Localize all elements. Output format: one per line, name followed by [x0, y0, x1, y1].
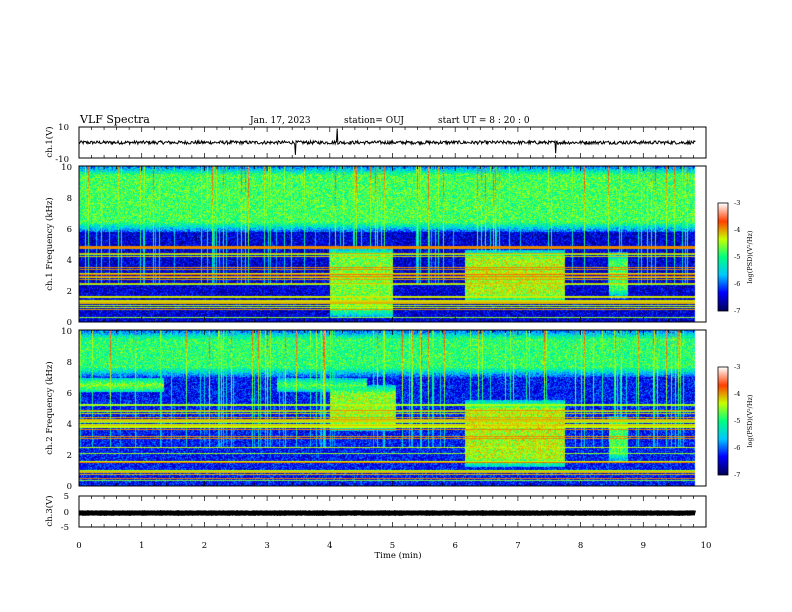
ch1-voltage-ylabel: ch.1(V)	[44, 126, 55, 157]
ch2-cbar-tick-m6: -6	[734, 444, 740, 452]
ch3-ytick-top: 5	[64, 492, 69, 502]
x-tick-label: 4	[327, 541, 332, 551]
ch1-ftick-0: 0	[67, 318, 72, 328]
figure-header: VLF Spectra Jan. 17, 2023 station= OUJ s…	[79, 113, 530, 126]
ch2-cbar-tick-m3: -3	[734, 363, 740, 371]
ch1-cbar-tick-m4: -4	[734, 226, 740, 234]
ch1-cbar-tick-m3: -3	[734, 199, 740, 207]
ch1-ftick-2: 2	[67, 287, 72, 297]
ch2-ftick-10: 10	[61, 327, 72, 337]
x-axis-label: Time (min)	[374, 550, 421, 561]
ch2-cbar-tick-m4: -4	[734, 390, 740, 398]
ch1-ftick-10: 10	[61, 163, 72, 173]
ch1-spectrogram	[79, 166, 706, 322]
ch3-ytick-bottom: -5	[61, 523, 69, 533]
figure-title: VLF Spectra	[79, 113, 150, 126]
ch1-colorbar-frame	[717, 202, 729, 312]
ch2-ftick-2: 2	[67, 451, 72, 461]
x-tick-label: 6	[452, 541, 457, 551]
ch2-cbar-tick-m7: -7	[734, 471, 740, 479]
ch2-ftick-0: 0	[67, 482, 72, 492]
ch2-cbar-tick-m5: -5	[734, 417, 740, 425]
ch1-ftick-8: 8	[67, 194, 72, 204]
x-tick-label: 0	[76, 541, 81, 551]
x-tick-label: 1	[139, 541, 144, 551]
ch2-ftick-6: 6	[67, 389, 72, 399]
ch1-colorbar	[718, 203, 728, 311]
ch1-ytick-top: 10	[58, 123, 69, 133]
ch2-ftick-8: 8	[67, 358, 72, 368]
station-label: station= OUJ	[344, 116, 404, 126]
ch2-ftick-4: 4	[67, 420, 72, 430]
ch1-spectrogram-panel: 0 2 4 6 8 10 ch.1 Frequency (kHz) -3 -4 …	[44, 163, 754, 328]
ch3-ytick-mid: 0	[64, 508, 69, 518]
ch2-colorbar	[718, 367, 728, 475]
x-tick-label: 10	[701, 541, 712, 551]
ch1-voltage-panel: 10 -10 ch.1(V)	[44, 123, 707, 165]
start-time-label: start UT = 8 : 20 : 0	[438, 116, 530, 126]
ch2-spectrogram-panel: 0 2 4 6 8 10 ch.2 Frequency (kHz) -3 -4 …	[44, 327, 754, 492]
ch1-cbar-tick-m5: -5	[734, 253, 740, 261]
x-tick-label: 2	[202, 541, 207, 551]
x-tick-label: 5	[390, 541, 395, 551]
ch1-voltage-trace	[78, 128, 696, 155]
x-axis-tick-labels: 0 1 2 3 4 5 6 7 8 9 10	[76, 541, 711, 551]
ch3-voltage-panel: 5 0 -5 ch.3(V)	[44, 492, 707, 533]
x-tick-label: 7	[515, 541, 520, 551]
ch1-ftick-4: 4	[67, 256, 72, 266]
x-axis-ticks	[78, 127, 707, 527]
x-tick-label: 3	[264, 541, 269, 551]
ch1-ftick-6: 6	[67, 225, 72, 235]
ch1-frequency-ylabel: ch.1 Frequency (kHz)	[44, 197, 55, 290]
ch1-cbar-tick-m7: -7	[734, 307, 740, 315]
ch2-colorbar-label: log(PSD)(V²/Hz)	[746, 394, 754, 447]
ch2-frequency-ylabel: ch.2 Frequency (kHz)	[44, 361, 55, 454]
x-tick-label: 8	[578, 541, 583, 551]
ch1-ytick-bottom: -10	[55, 155, 69, 165]
ch1-cbar-tick-m6: -6	[734, 280, 740, 288]
date-label: Jan. 17, 2023	[249, 116, 311, 126]
ch3-voltage-ylabel: ch.3(V)	[44, 495, 55, 526]
ch1-colorbar-label: log(PSD)(V²/Hz)	[746, 230, 754, 283]
ch2-spectrogram	[79, 330, 706, 486]
ch2-colorbar-frame	[717, 366, 729, 476]
x-tick-label: 9	[641, 541, 646, 551]
